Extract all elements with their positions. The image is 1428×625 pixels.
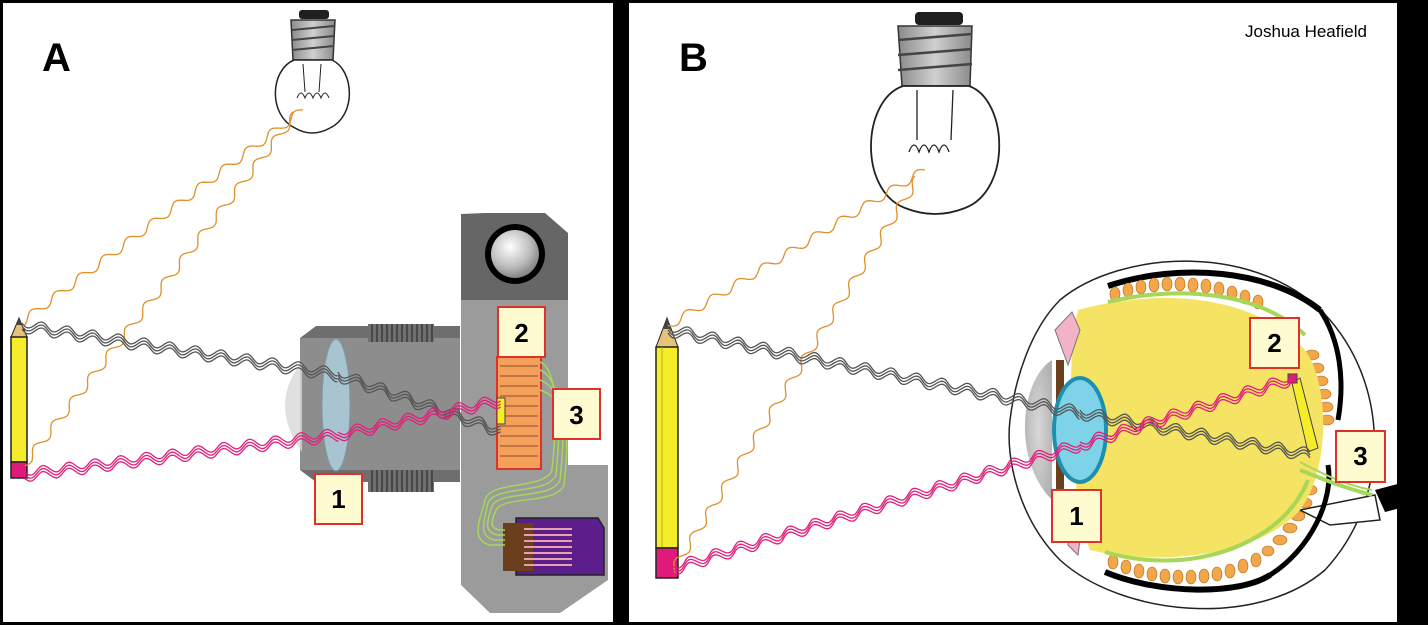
label-a-1: 1 — [314, 473, 363, 525]
label-a-2-text: 2 — [514, 318, 528, 348]
eye-lens — [1052, 376, 1108, 484]
camera-icon — [285, 213, 608, 613]
pencil-icon — [10, 316, 28, 479]
label-a-3-text: 3 — [569, 400, 583, 430]
label-b-2-text: 2 — [1267, 328, 1281, 358]
light-bulb-icon — [274, 10, 351, 134]
light-bulb-icon — [870, 12, 1001, 215]
camera-lens — [321, 338, 351, 472]
camera-sensor — [496, 356, 542, 470]
label-b-1: 1 — [1051, 489, 1102, 543]
label-a-3: 3 — [552, 388, 601, 440]
pencil-icon — [655, 316, 679, 579]
rays-panel-a — [21, 109, 501, 482]
panel-a-letter: A — [42, 36, 71, 80]
credit-text: Joshua Heafield — [1245, 22, 1367, 41]
label-a-1-text: 1 — [331, 484, 345, 514]
panel-a: A — [1, 1, 615, 624]
sd-card-icon — [503, 517, 605, 576]
label-b-3: 3 — [1335, 430, 1386, 483]
label-b-3-text: 3 — [1353, 441, 1367, 471]
panel-b: B Joshua Heafield — [627, 1, 1412, 624]
label-b-1-text: 1 — [1069, 501, 1083, 531]
label-b-2: 2 — [1249, 317, 1300, 369]
label-a-2: 2 — [497, 306, 546, 358]
panel-b-letter: B — [679, 36, 708, 80]
rays-panel-b — [667, 168, 1311, 575]
retina-receptor — [1287, 373, 1319, 453]
